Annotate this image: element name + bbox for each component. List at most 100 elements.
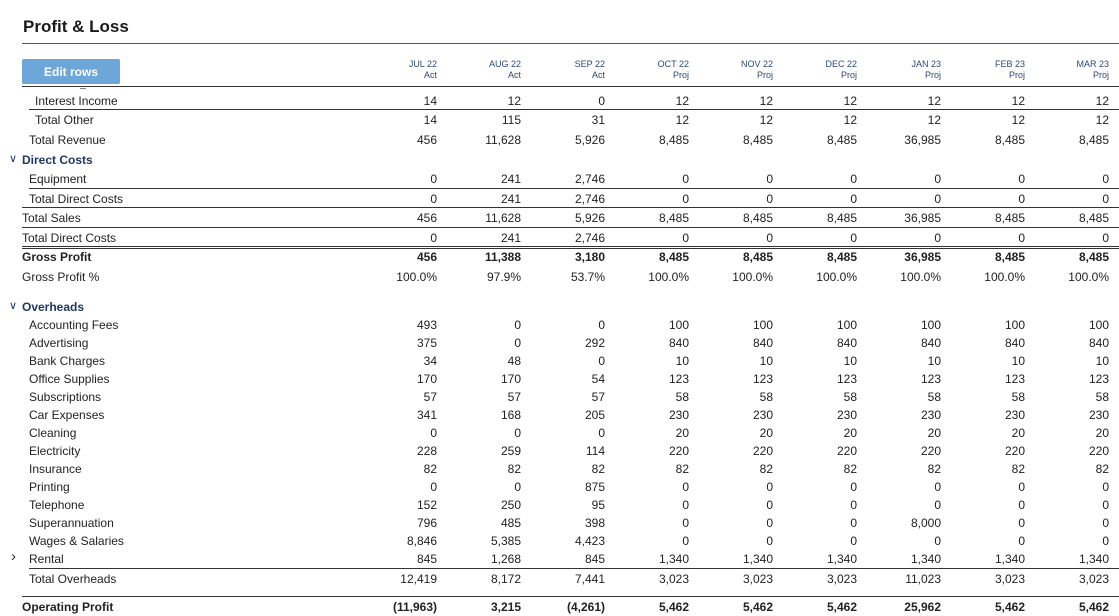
column-month: JAN 23: [911, 59, 941, 69]
section-row-direct-costs[interactable]: ∨ Direct Costs: [0, 151, 1119, 169]
cell-nov-22: 0: [766, 172, 773, 186]
cell-dec-22: 230: [836, 408, 857, 422]
cell-mar-23: 58: [1095, 390, 1109, 404]
table-row-electricity: Electricity 228 259 114 220 220 220 220 220 220: [0, 442, 1119, 460]
cell-jan-23: 8,000: [910, 516, 941, 530]
cell-dec-22: 3,023: [826, 572, 857, 586]
cell-oct-22: 82: [675, 462, 689, 476]
table-row-cleaning: Cleaning 0 0 0 20 20 20 20 20 20: [0, 424, 1119, 442]
cell-aug-22: 11,628: [485, 211, 521, 225]
table-row-telephone: Telephone 152 250 95 0 0 0 0 0 0: [0, 496, 1119, 514]
section-row-overheads[interactable]: ∨ Overheads: [0, 298, 1119, 316]
header-divider: [22, 86, 1119, 87]
cell-aug-22: 250: [500, 498, 521, 512]
column-type: Proj: [756, 70, 773, 80]
cell-oct-22: 0: [682, 534, 689, 548]
table-row-rental[interactable]: › Rental 845 1,268 845 1,340 1,340 1,340 1,340 1,…: [0, 548, 1119, 568]
table-row-total-other: Total Other 14 115 31 12 12 12 12 12 12: [0, 111, 1119, 129]
cell-feb-23: 230: [1004, 408, 1025, 422]
cell-oct-22: 10: [675, 354, 689, 368]
cell-jul-22: 341: [416, 408, 437, 422]
row-divider: [22, 596, 1119, 597]
column-header-jul-22: JUL 22 Act: [377, 59, 437, 81]
cell-jul-22: 82: [423, 462, 437, 476]
row-label: Bank Charges: [29, 354, 106, 368]
cell-mar-23: 1,340: [1078, 552, 1109, 566]
cell-sep-22: 57: [591, 390, 605, 404]
column-header-aug-22: AUG 22 Act: [461, 59, 521, 81]
column-type: Proj: [840, 70, 857, 80]
cell-aug-22: 241: [500, 231, 521, 245]
cell-jan-23: 1,340: [910, 552, 941, 566]
cell-nov-22: 58: [759, 390, 773, 404]
row-label: Total Other: [35, 113, 94, 127]
cell-nov-22: 8,485: [742, 133, 773, 147]
cell-jul-22: 0: [430, 172, 437, 186]
cell-jul-22: 0: [430, 480, 437, 494]
cell-nov-22: 82: [759, 462, 773, 476]
cell-mar-23: 12: [1095, 94, 1109, 108]
cell-feb-23: 0: [1018, 498, 1025, 512]
cell-jul-22: 0: [430, 231, 437, 245]
cell-oct-22: 8,485: [658, 211, 689, 225]
cell-jan-23: 0: [934, 231, 941, 245]
cell-oct-22: 0: [682, 480, 689, 494]
cell-feb-23: 12: [1011, 113, 1025, 127]
cell-nov-22: 10: [759, 354, 773, 368]
row-label: Office Supplies: [29, 372, 110, 386]
cell-dec-22: 220: [836, 444, 857, 458]
column-month: FEB 23: [994, 59, 1025, 69]
cell-jan-23: 36,985: [904, 211, 941, 225]
cell-oct-22: 220: [668, 444, 689, 458]
cell-aug-22: 11,628: [485, 133, 521, 147]
cell-feb-23: 5,462: [994, 600, 1025, 614]
cell-mar-23: 0: [1102, 480, 1109, 494]
cell-sep-22: 292: [584, 336, 605, 350]
cell-mar-23: 0: [1102, 192, 1109, 206]
cell-feb-23: 0: [1018, 172, 1025, 186]
cell-sep-22: 53.7%: [570, 270, 605, 284]
title-divider: [22, 43, 1119, 44]
cell-sep-22: 0: [598, 318, 605, 332]
cell-dec-22: 0: [850, 192, 857, 206]
row-label: Superannuation: [29, 516, 114, 530]
cell-jan-23: 36,985: [904, 133, 941, 147]
cell-dec-22: 10: [843, 354, 857, 368]
row-label: Overheads: [22, 300, 85, 314]
cell-dec-22: 0: [850, 534, 857, 548]
row-label: Car Expenses: [29, 408, 105, 422]
cell-sep-22: 2,746: [574, 192, 605, 206]
cell-mar-23: 0: [1102, 534, 1109, 548]
table-row-gross-profit: Gross Profit % 100.0% 97.9% 53.7% 100.0% 100.…: [0, 268, 1119, 286]
table-row-operating-profit: Operating Profit (11,963) 3,215 (4,261) 5,46…: [0, 598, 1119, 616]
table-row-advertising: Advertising 375 0 292 840 840 840 840 840 840: [0, 334, 1119, 352]
cell-sep-22: 205: [584, 408, 605, 422]
table-row-accounting-fees: Accounting Fees 493 0 0 100 100 100 100 100 100: [0, 316, 1119, 334]
cell-sep-22: 2,746: [574, 172, 605, 186]
chevron-down-icon[interactable]: ∨: [9, 300, 18, 312]
cell-aug-22: 0: [514, 480, 521, 494]
column-month: MAR 23: [1076, 59, 1109, 69]
chevron-right-icon[interactable]: ›: [11, 548, 16, 565]
cell-sep-22: 3,180: [574, 250, 605, 264]
cell-aug-22: 11,388: [484, 250, 521, 264]
column-month: OCT 22: [657, 59, 689, 69]
cell-jul-22: 0: [430, 192, 437, 206]
cell-dec-22: 8,485: [826, 211, 857, 225]
column-header-oct-22: OCT 22 Proj: [629, 59, 689, 81]
table-row-total-direct-costs: Total Direct Costs 0 241 2,746 0 0 0 0 0 0: [0, 229, 1119, 247]
cell-jan-23: 100: [920, 318, 941, 332]
chevron-down-icon[interactable]: ∨: [9, 153, 18, 165]
cell-jul-22: 456: [416, 133, 437, 147]
cell-sep-22: 5,926: [574, 133, 605, 147]
column-type: Proj: [672, 70, 689, 80]
cell-sep-22: (4,261): [566, 600, 605, 614]
cell-dec-22: 5,462: [826, 600, 857, 614]
edit-rows-button[interactable]: Edit rows: [22, 59, 120, 84]
cell-aug-22: 48: [507, 354, 521, 368]
cell-jul-22: 845: [416, 552, 437, 566]
cell-jul-22: 375: [416, 336, 437, 350]
cell-oct-22: 5,462: [658, 600, 689, 614]
row-label: Wages & Salaries: [29, 534, 124, 548]
cell-feb-23: 58: [1011, 390, 1025, 404]
